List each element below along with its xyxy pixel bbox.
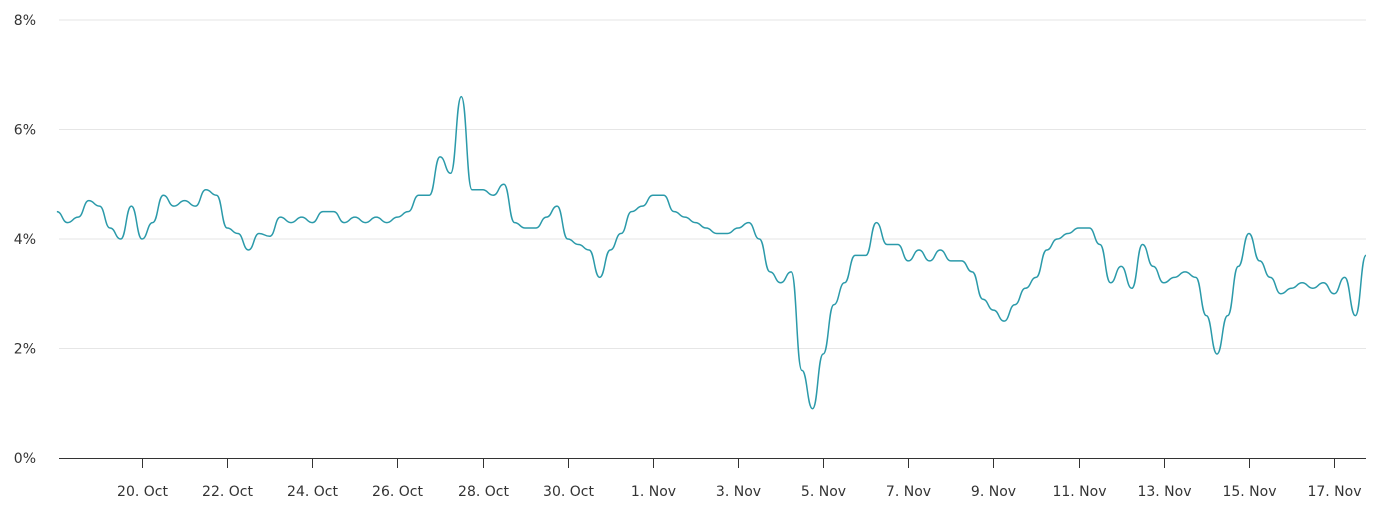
- y-tick-label: 6%: [14, 123, 36, 139]
- y-tick-label: 2%: [14, 342, 36, 358]
- x-tick-label: 9. Nov: [971, 484, 1016, 500]
- x-tick-label: 22. Oct: [202, 484, 253, 500]
- x-tick-label: 30. Oct: [543, 484, 594, 500]
- x-tick-label: 26. Oct: [372, 484, 423, 500]
- x-tick-label: 5. Nov: [801, 484, 846, 500]
- x-tick-label: 17. Nov: [1307, 484, 1361, 500]
- x-tick-label: 7. Nov: [886, 484, 931, 500]
- y-tick-label: 0%: [14, 451, 36, 467]
- x-tick-label: 11. Nov: [1052, 484, 1106, 500]
- x-tick-label: 3. Nov: [716, 484, 761, 500]
- x-tick-label: 13. Nov: [1137, 484, 1191, 500]
- x-tick-label: 1. Nov: [631, 484, 676, 500]
- series-layer: [56, 95, 1367, 410]
- y-axis-labels: 0% 2% 4% 6% 8%: [14, 13, 36, 467]
- y-tick-label: 4%: [14, 232, 36, 248]
- series-line: [56, 95, 1367, 410]
- x-axis: 20. Oct 22. Oct 24. Oct 26. Oct 28. Oct 30. O…: [59, 458, 1366, 500]
- x-tick-label: 20. Oct: [117, 484, 168, 500]
- x-tick-label: 28. Oct: [458, 484, 509, 500]
- grid-lines: [59, 19, 1366, 349]
- x-tick-label: 24. Oct: [287, 484, 338, 500]
- y-tick-label: 8%: [14, 13, 36, 29]
- x-tick-label: 15. Nov: [1222, 484, 1276, 500]
